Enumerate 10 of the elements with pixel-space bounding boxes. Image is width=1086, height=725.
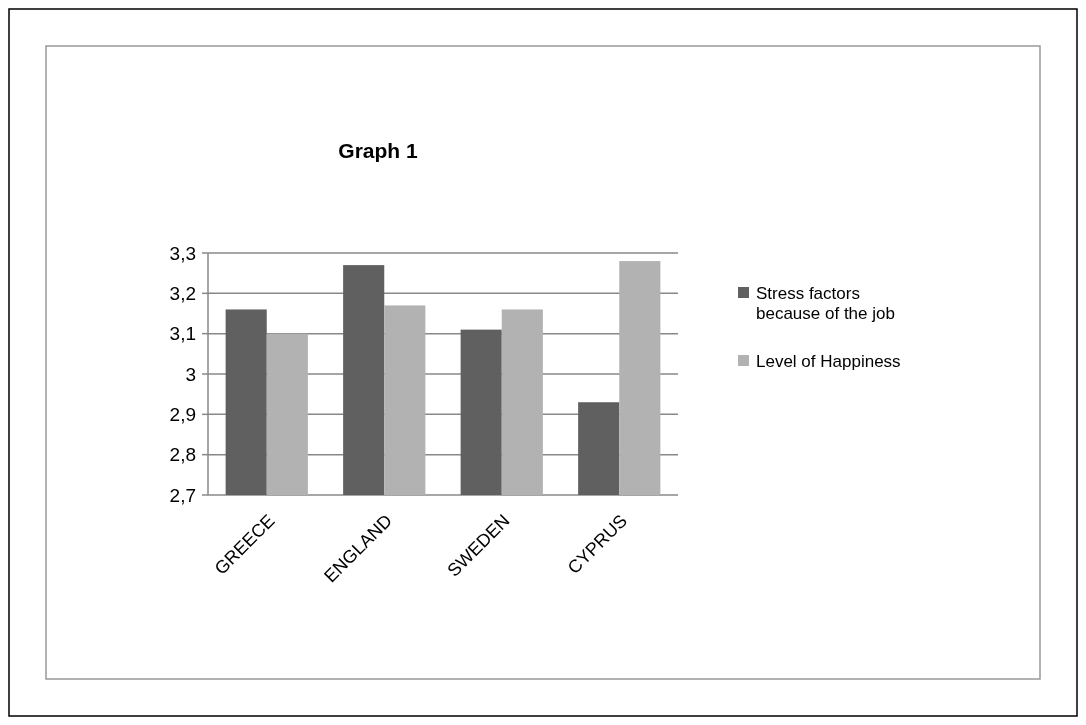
y-tick-label: 2,8 bbox=[169, 444, 196, 466]
y-tick-label: 3 bbox=[185, 363, 196, 385]
legend-label: Level of Happiness bbox=[756, 351, 901, 371]
chart-title: Graph 1 bbox=[338, 139, 418, 162]
y-tick-label: 3,3 bbox=[169, 242, 196, 264]
y-tick-label: 3,2 bbox=[169, 282, 196, 304]
y-tick-label: 3,1 bbox=[169, 323, 196, 345]
y-tick-label: 2,9 bbox=[169, 403, 196, 425]
y-tick-label: 2,7 bbox=[169, 484, 196, 506]
legend-label: Stress factors because of the job bbox=[756, 283, 895, 324]
